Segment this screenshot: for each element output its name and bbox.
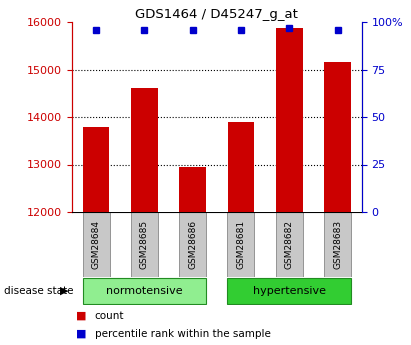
Text: GSM28681: GSM28681: [236, 220, 245, 269]
Bar: [227, 278, 351, 304]
Text: hypertensive: hypertensive: [253, 286, 326, 296]
Text: normotensive: normotensive: [106, 286, 182, 296]
Text: GSM28682: GSM28682: [285, 220, 294, 269]
Bar: [228, 122, 254, 212]
Bar: [179, 167, 206, 212]
Bar: [276, 28, 302, 212]
Bar: [179, 212, 206, 277]
Text: ■: ■: [76, 310, 87, 321]
Bar: [83, 127, 109, 212]
Bar: [83, 212, 110, 277]
Text: ▶: ▶: [60, 286, 68, 296]
Text: disease state: disease state: [4, 286, 74, 296]
Title: GDS1464 / D45247_g_at: GDS1464 / D45247_g_at: [135, 8, 298, 21]
Text: GSM28685: GSM28685: [140, 220, 149, 269]
Text: count: count: [95, 310, 124, 321]
Bar: [83, 278, 206, 304]
Bar: [131, 88, 158, 212]
Text: GSM28686: GSM28686: [188, 220, 197, 269]
Text: ■: ■: [76, 328, 87, 338]
Text: GSM28684: GSM28684: [92, 220, 101, 269]
Bar: [227, 212, 254, 277]
Bar: [324, 212, 351, 277]
Text: percentile rank within the sample: percentile rank within the sample: [95, 328, 270, 338]
Bar: [324, 62, 351, 212]
Bar: [131, 212, 158, 277]
Bar: [276, 212, 303, 277]
Text: GSM28683: GSM28683: [333, 220, 342, 269]
